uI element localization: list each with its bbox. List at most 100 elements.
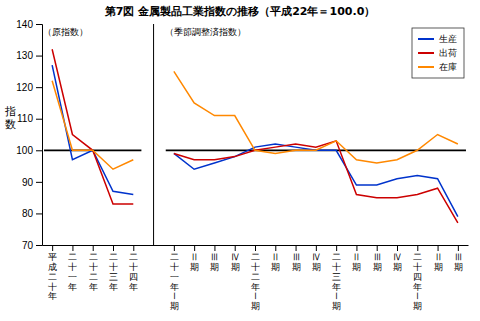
y-tick-mark <box>36 87 42 88</box>
x-tick-mark <box>72 245 73 251</box>
y-tick-mark <box>36 24 42 25</box>
x-tick-label: 二十二年Ⅰ期 <box>251 252 260 311</box>
series-line <box>52 49 458 223</box>
x-tick-mark <box>356 245 357 251</box>
x-tick-label: 二十四年 <box>129 252 138 291</box>
y-tick: 130 <box>16 50 42 61</box>
x-tick-mark <box>214 245 215 251</box>
y-axis-line <box>36 25 43 246</box>
x-tick: Ⅱ期 <box>190 245 199 272</box>
y-tick-mark <box>36 213 42 214</box>
chart: 70 80 90 100 110 120 130 140 平成二十年 二十一年 二十二年 二十三年 二十… <box>0 0 480 321</box>
x-tick: Ⅲ期 <box>373 245 382 272</box>
legend-swatch <box>418 52 434 54</box>
y-tick-mark <box>36 119 42 120</box>
marks <box>44 49 466 223</box>
x-tick-mark <box>133 245 134 251</box>
y-tick-label: 100 <box>16 145 33 156</box>
legend-label: 在庫 <box>439 62 457 72</box>
legend-item: 在庫 <box>418 62 457 72</box>
y-tick-label: 70 <box>22 240 34 251</box>
x-tick-label: 二十三年 <box>109 252 118 291</box>
x-tick-label: Ⅲ期 <box>373 252 382 272</box>
annotation: （季節調整済指数） <box>165 27 246 37</box>
annotation: （原指数） <box>43 27 88 37</box>
x-tick-label: 二十一年Ⅰ期 <box>170 252 179 311</box>
x-tick-label: Ⅱ期 <box>434 252 443 272</box>
legend: 生産出荷在庫 <box>412 28 464 78</box>
x-tick: Ⅲ期 <box>454 245 463 272</box>
x-tick-mark <box>52 245 53 251</box>
y-tick: 100 <box>16 145 42 156</box>
x-tick-label: Ⅲ期 <box>454 252 463 272</box>
x-tick-label: Ⅲ期 <box>210 252 219 272</box>
y-tick-label: 90 <box>22 177 34 188</box>
x-tick-label: Ⅲ期 <box>292 252 301 272</box>
y-tick-mark <box>36 150 42 151</box>
x-tick-mark <box>458 245 459 251</box>
y-axis: 70 80 90 100 110 120 130 140 <box>16 19 42 251</box>
legend-item: 生産 <box>418 34 457 44</box>
y-tick-mark <box>36 182 42 183</box>
x-tick-label: 二十四年Ⅰ期 <box>413 252 422 311</box>
x-tick: 二十三年 <box>109 245 118 292</box>
x-tick: Ⅲ期 <box>210 245 219 272</box>
x-tick-mark <box>255 245 256 251</box>
x-tick-mark <box>417 245 418 251</box>
x-tick-mark <box>438 245 439 251</box>
legend-label: 出荷 <box>439 48 457 58</box>
y-tick-mark <box>36 56 42 57</box>
x-tick-mark <box>93 245 94 251</box>
y-tick: 90 <box>22 177 42 188</box>
title: 第7図 金属製品工業指数の推移（平成22年＝100.0） <box>104 5 376 18</box>
y-tick: 70 <box>22 240 42 251</box>
x-axis: 平成二十年 二十一年 二十二年 二十三年 二十四年 二十一年Ⅰ期 Ⅱ期 Ⅲ期 Ⅳ期 二十二年Ⅰ期 Ⅱ… <box>43 245 469 311</box>
y-tick: 140 <box>16 19 42 30</box>
x-tick-label: 二十一年 <box>68 252 77 291</box>
x-tick-label: 平成二十年 <box>48 252 57 301</box>
legend-frame <box>412 28 464 78</box>
y-tick-label: 110 <box>17 113 33 124</box>
plot-area: 70 80 90 100 110 120 130 140 平成二十年 二十一年 二十二年 二十三年 二十… <box>16 19 468 311</box>
x-tick-mark <box>316 245 317 251</box>
x-tick-label: Ⅳ期 <box>393 252 402 272</box>
x-tick-mark <box>194 245 195 251</box>
y-tick-label: 140 <box>16 19 33 30</box>
x-tick: 二十一年 <box>68 245 77 292</box>
legend-swatch <box>418 38 434 40</box>
y-tick: 120 <box>16 82 42 93</box>
y-tick: 110 <box>17 113 42 124</box>
x-tick-mark <box>275 245 276 251</box>
legend-swatch <box>418 66 434 68</box>
x-tick-label: Ⅱ期 <box>352 252 361 272</box>
x-tick-label: 二十三年Ⅰ期 <box>332 252 341 311</box>
y-label: 指数 <box>4 105 16 131</box>
x-tick: Ⅱ期 <box>434 245 443 272</box>
x-tick-mark <box>377 245 378 251</box>
x-tick: 二十四年Ⅰ期 <box>413 245 422 311</box>
y-tick-mark <box>36 245 42 246</box>
x-tick-mark <box>397 245 398 251</box>
x-tick: Ⅳ期 <box>393 245 402 272</box>
x-tick-mark <box>336 245 337 251</box>
legend-item: 出荷 <box>418 48 457 58</box>
x-tick-label: Ⅱ期 <box>190 252 199 272</box>
y-tick: 80 <box>22 208 42 219</box>
x-tick: Ⅱ期 <box>271 245 280 272</box>
x-tick: Ⅳ期 <box>231 245 240 272</box>
x-tick-label: Ⅳ期 <box>231 252 240 272</box>
series-line <box>52 65 458 217</box>
section-divider <box>153 24 154 245</box>
x-tick: 二十四年 <box>129 245 138 292</box>
x-tick: 二十三年Ⅰ期 <box>332 245 341 311</box>
x-tick: 二十一年Ⅰ期 <box>170 245 179 311</box>
x-tick: 二十二年 <box>89 245 98 292</box>
x-tick-mark <box>113 245 114 251</box>
x-tick: Ⅱ期 <box>352 245 361 272</box>
x-tick: 二十二年Ⅰ期 <box>251 245 260 311</box>
x-tick-mark <box>296 245 297 251</box>
x-tick-mark <box>174 245 175 251</box>
x-tick-mark <box>235 245 236 251</box>
x-tick: Ⅲ期 <box>292 245 301 272</box>
x-tick: 平成二十年 <box>48 245 57 301</box>
